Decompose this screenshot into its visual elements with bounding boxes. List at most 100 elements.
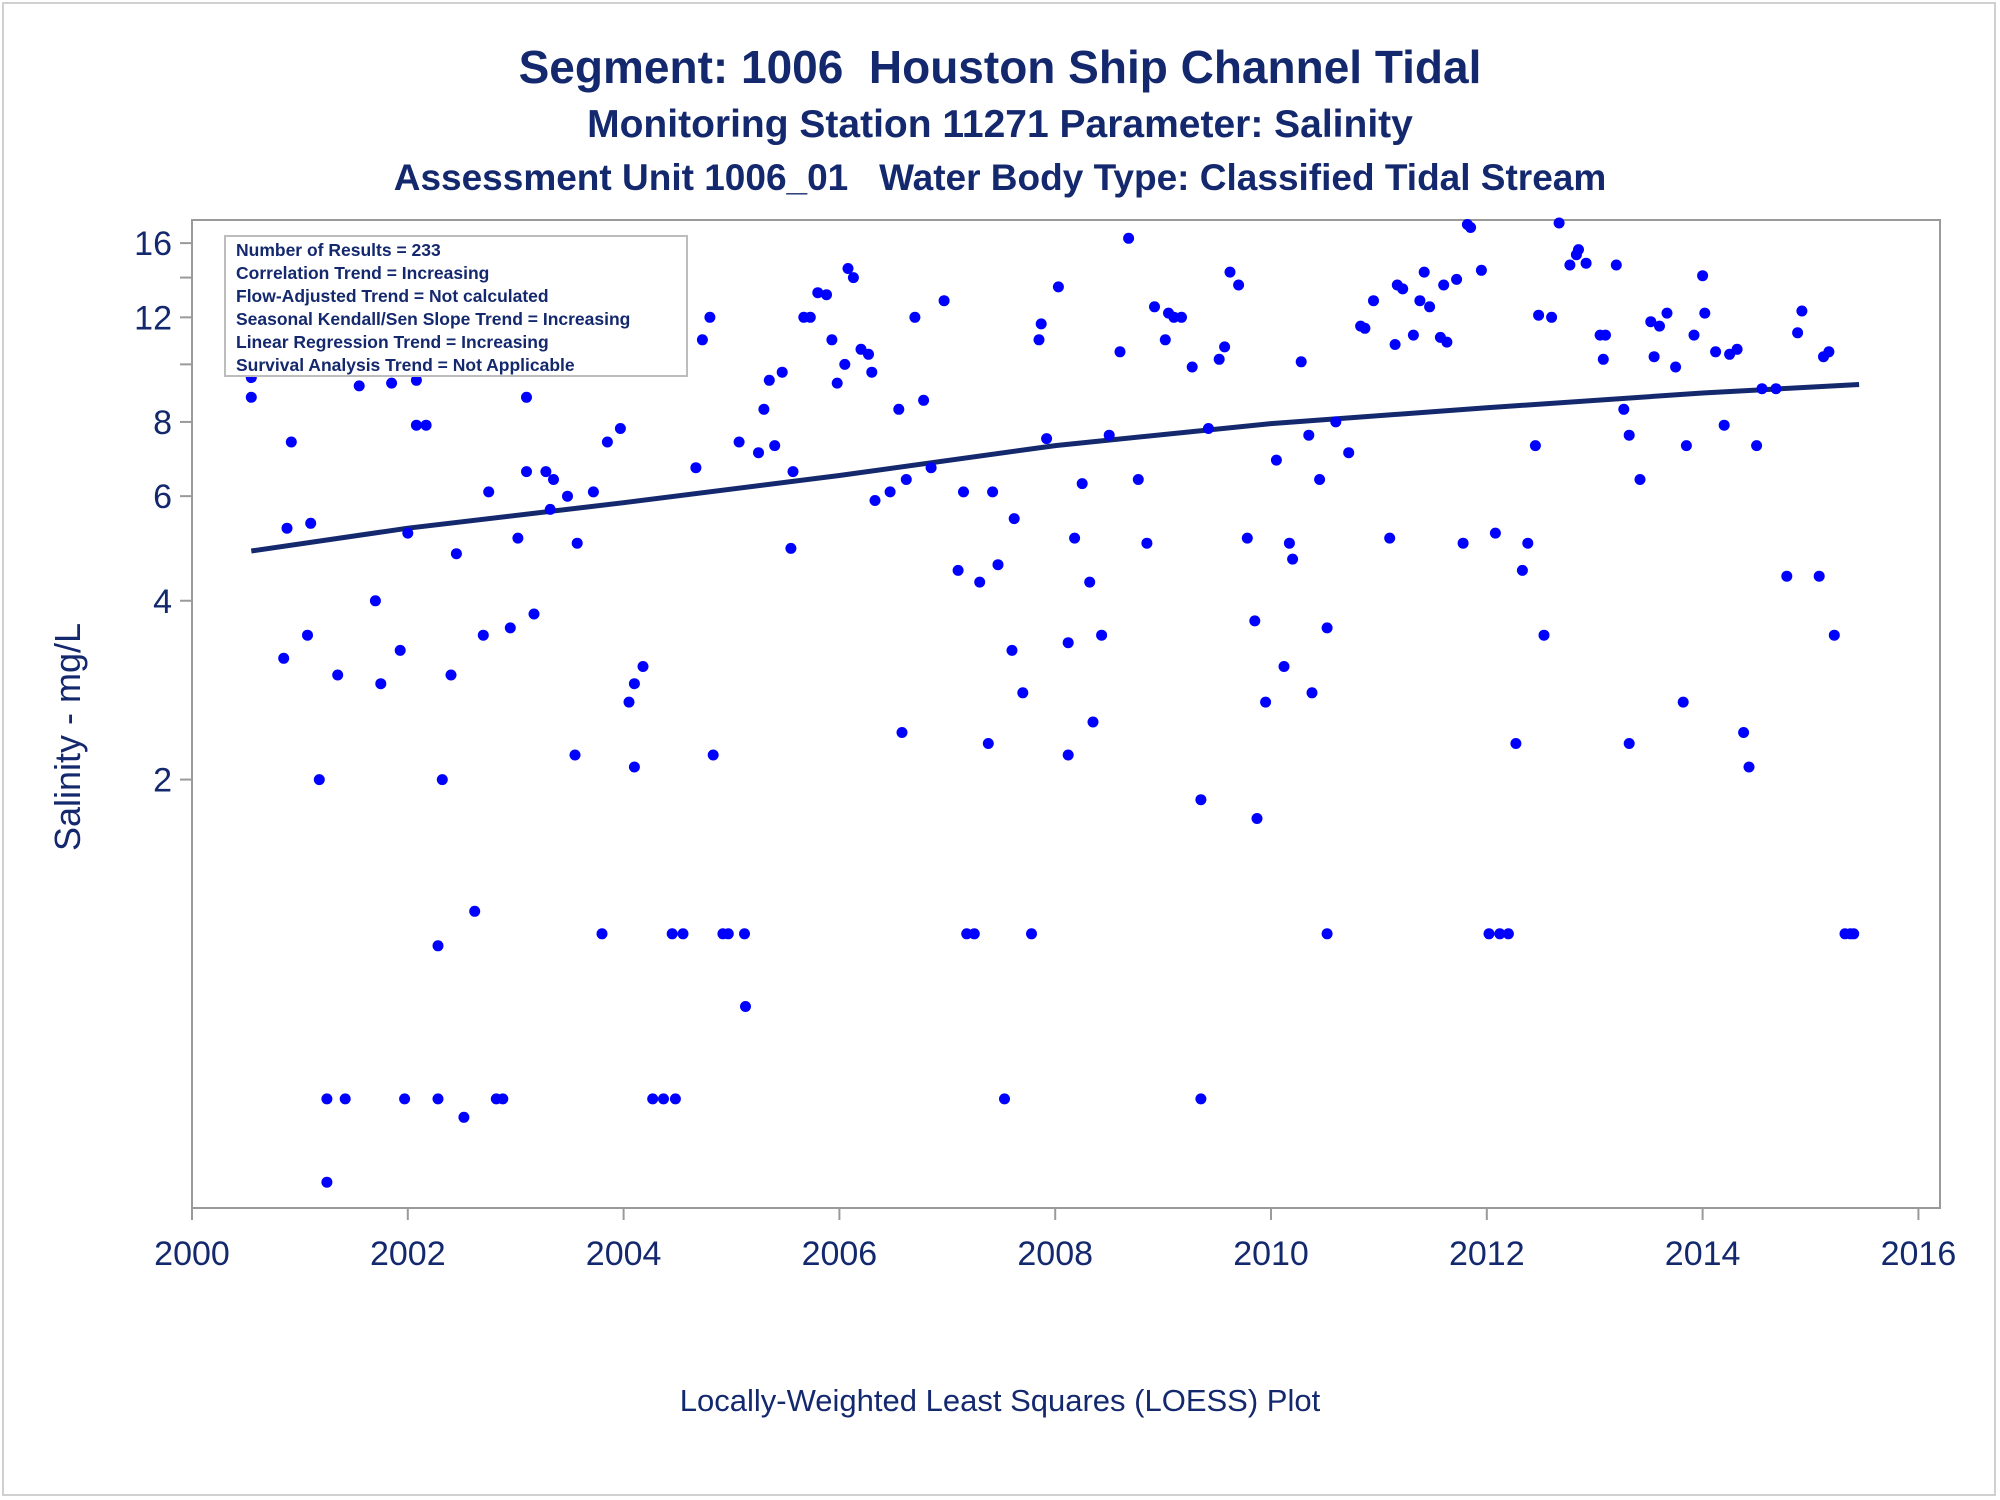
chart-footnote: Locally-Weighted Least Squares (LOESS) P… [679,1383,1321,1418]
data-point [1283,537,1295,549]
data-point [399,1093,411,1105]
data-point [804,311,816,323]
data-point [569,749,581,761]
y-tick-label: 8 [153,404,172,442]
data-point [1424,301,1436,313]
data-point [1680,440,1692,452]
data-point [504,622,516,634]
data-point [1087,716,1099,728]
data-point [332,669,344,681]
data-point [1546,311,1558,323]
data-point [1502,928,1514,940]
stats-legend-box: Number of Results = 233 Correlation Trend… [224,235,688,377]
y-tick-label: 16 [134,225,172,263]
data-point [1710,346,1722,358]
data-point [1677,696,1689,708]
data-point [1553,217,1565,229]
data-point [1796,305,1808,317]
data-point [628,761,640,773]
data-point [1389,339,1401,350]
data-point [1718,419,1730,431]
data-point [1330,416,1342,428]
data-point [763,374,775,386]
data-point [1176,311,1187,323]
data-point [1041,433,1053,445]
data-point [1026,928,1037,940]
data-point [1195,1093,1207,1105]
data-point [1580,257,1592,269]
data-point [1321,622,1333,634]
data-point [521,391,532,403]
data-point [1688,329,1700,341]
data-point [1006,644,1018,656]
data-point [1397,283,1409,295]
data-point [821,289,832,301]
data-point [1384,532,1396,544]
data-point [1195,794,1207,806]
data-point [1533,309,1545,321]
data-point [839,358,851,370]
data-point [1233,279,1245,291]
x-tick-label: 2010 [1233,1235,1309,1273]
data-point [313,774,325,786]
data-point [1241,532,1253,544]
data-point [938,295,950,307]
x-tick-label: 2004 [586,1235,662,1273]
data-point [647,1093,659,1105]
data-point [1648,351,1660,363]
data-point [884,486,896,498]
data-point [753,447,764,459]
data-point [961,928,973,940]
data-point [339,1093,351,1105]
data-point [1321,928,1333,940]
data-point [1278,661,1290,672]
data-point [571,537,583,549]
data-point [483,486,495,498]
data-point [1610,259,1622,271]
data-point [1781,570,1793,582]
y-tick-label: 2 [153,762,172,800]
data-point [900,474,912,485]
data-point [587,486,599,498]
data-point [1062,749,1074,761]
data-point [1084,576,1096,588]
data-point [614,423,626,434]
data-point [1792,327,1804,339]
data-point [1213,353,1225,365]
data-point [1270,454,1282,466]
data-point [1306,687,1318,699]
data-point [1600,329,1611,341]
data-point [1738,727,1750,738]
y-tick-label: 6 [153,478,172,516]
data-point [1123,232,1135,244]
data-point [1295,356,1307,368]
data-point [623,696,635,708]
data-point [402,527,414,539]
x-tick-label: 2014 [1665,1235,1741,1273]
data-point [1697,270,1709,282]
data-point [1516,564,1528,576]
data-point [669,1093,681,1105]
data-point [1618,403,1630,415]
data-point [1159,334,1171,346]
data-point [1441,336,1453,348]
data-point [321,1093,333,1105]
data-point [958,486,969,498]
data-point [1149,301,1160,313]
x-axis: 2000 2002 2004 2006 2008 2010 2012 2014 2016 [154,1208,1956,1273]
data-point [1096,629,1108,641]
data-point [893,403,905,415]
data-point [1287,553,1299,565]
data-point [1219,341,1231,353]
data-point [1438,279,1450,291]
data-point [285,436,297,448]
data-point [1202,423,1214,434]
x-tick-label: 2002 [370,1235,446,1273]
x-tick-label: 2000 [154,1235,230,1273]
data-point [445,669,457,681]
data-point [925,462,937,474]
data-point [842,263,854,274]
data-point [302,629,313,641]
data-point [1597,353,1609,365]
data-point [1457,537,1469,549]
